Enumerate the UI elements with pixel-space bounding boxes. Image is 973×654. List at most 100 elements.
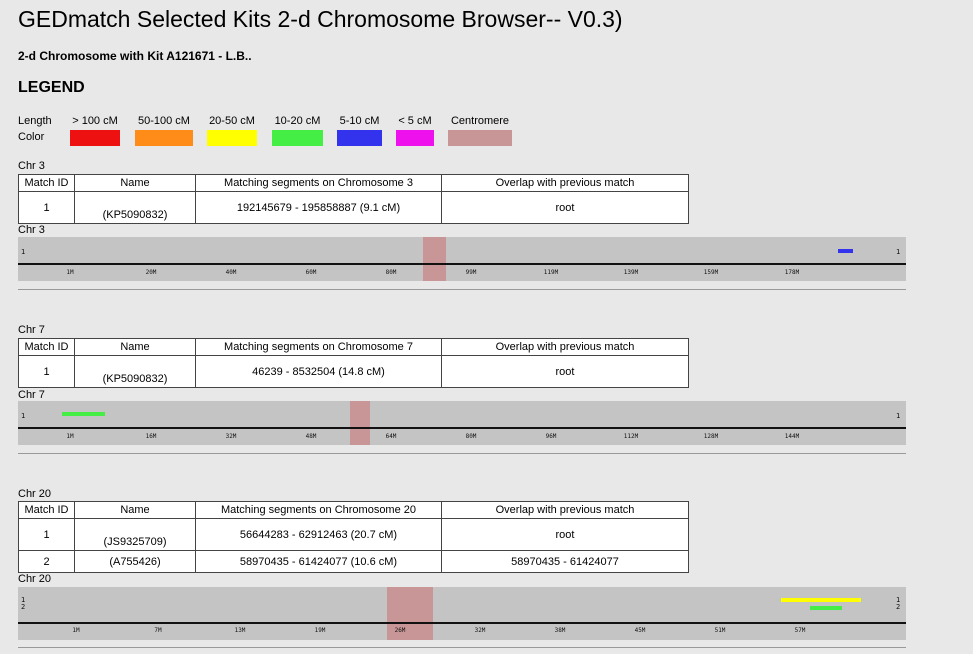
legend-item-label: < 5 cM — [398, 115, 432, 127]
legend-item-lt5: < 5 cM — [396, 115, 434, 146]
match-name-cell: (JS9325709) — [74, 518, 196, 551]
table-row: 1 (JS9325709) 56644283 - 62912463 (20.7 … — [18, 518, 689, 551]
section-divider — [18, 289, 906, 290]
chr7-tick-label: 112M — [623, 433, 639, 440]
page-title: GEDmatch Selected Kits 2-d Chromosome Br… — [18, 6, 623, 32]
overlap-cell: root — [441, 518, 689, 551]
chr20-tick-label: 19M — [314, 627, 326, 634]
chr7-match-table: Match ID Name Matching segments on Chrom… — [18, 338, 689, 388]
chr3-left-index: 1 — [21, 248, 26, 256]
chr20-tick-label: 7M — [154, 627, 162, 634]
overlap-cell: root — [441, 355, 689, 388]
chr7-label: Chr 7 — [18, 324, 45, 336]
chr20-right-index-1: 1 — [896, 596, 901, 604]
col-header-name: Name — [74, 338, 196, 356]
legend-swatch-yellow — [207, 130, 257, 146]
legend-color-label: Color — [18, 131, 45, 143]
chr20-right-index-2: 2 — [896, 603, 901, 611]
chr20-match-table: Match ID Name Matching segments on Chrom… — [18, 501, 689, 573]
col-header-overlap: Overlap with previous match — [441, 501, 689, 519]
chr3-centromere — [423, 237, 446, 281]
match-name-cell: (KP5090832) — [74, 355, 196, 388]
chr20-tick-label: 45M — [634, 627, 646, 634]
legend-item-10-20: 10-20 cM — [272, 115, 323, 146]
legend-heading: LEGEND — [18, 79, 85, 96]
chr7-axis-line — [18, 427, 906, 429]
chr7-chromosome-track: 1 1 1M 16M 32M 48M 64M 80M 96M 112M 128M… — [18, 401, 906, 445]
chr20-tick-label: 38M — [554, 627, 566, 634]
chr7-tick-label: 80M — [465, 433, 477, 440]
match-id-cell: 1 — [18, 191, 75, 224]
table-row: 1 (KP5090832) 192145679 - 195858887 (9.1… — [18, 191, 689, 224]
chr20-track-label: Chr 20 — [18, 573, 52, 585]
table-header-row: Match ID Name Matching segments on Chrom… — [18, 174, 689, 192]
chr3-label: Chr 3 — [18, 160, 45, 172]
legend-item-label: 5-10 cM — [339, 115, 380, 127]
chr20-axis-line — [18, 622, 906, 624]
col-header-segments: Matching segments on Chromosome 3 — [195, 174, 442, 192]
chr3-right-index: 1 — [896, 248, 901, 256]
chr20-segment-match-1 — [781, 598, 861, 602]
segment-cell: 58970435 - 61424077 (10.6 cM) — [195, 550, 442, 573]
col-header-overlap: Overlap with previous match — [441, 174, 689, 192]
col-header-match-id: Match ID — [18, 501, 75, 519]
legend-swatch-orange — [135, 130, 193, 146]
chr3-tick-label: 139M — [623, 269, 639, 276]
chr7-right-index: 1 — [896, 412, 901, 420]
col-header-name: Name — [74, 174, 196, 192]
overlap-cell: 58970435 - 61424077 — [441, 550, 689, 573]
chr20-tick-label: 1M — [72, 627, 80, 634]
table-row: 1 (KP5090832) 46239 - 8532504 (14.8 cM) … — [18, 355, 689, 388]
chr3-tick-label: 80M — [385, 269, 397, 276]
col-header-match-id: Match ID — [18, 174, 75, 192]
chr20-left-index-2: 2 — [21, 603, 26, 611]
legend-swatch-green — [272, 130, 323, 146]
match-name-cell: (A755426) — [74, 550, 196, 573]
section-divider — [18, 647, 906, 648]
chr3-match-table: Match ID Name Matching segments on Chrom… — [18, 174, 689, 224]
chr20-chromosome-track: 1 2 1 2 1M 7M 13M 19M 26M 32M 38M 45M 51… — [18, 587, 906, 640]
chr7-track-label: Chr 7 — [18, 389, 45, 401]
legend-item-label: > 100 cM — [72, 115, 118, 127]
legend-swatch-magenta — [396, 130, 434, 146]
col-header-overlap: Overlap with previous match — [441, 338, 689, 356]
chr3-tick-label: 119M — [543, 269, 559, 276]
legend-item-centromere: Centromere — [448, 115, 512, 146]
table-header-row: Match ID Name Matching segments on Chrom… — [18, 501, 689, 519]
col-header-name: Name — [74, 501, 196, 519]
chr7-tick-label: 64M — [385, 433, 397, 440]
legend-item-50-100: 50-100 cM — [135, 115, 193, 146]
chr7-centromere — [350, 401, 370, 445]
match-id-cell: 1 — [18, 518, 75, 551]
chr3-tick-label: 20M — [145, 269, 157, 276]
match-id-cell: 2 — [18, 550, 75, 573]
legend-item-20-50: 20-50 cM — [207, 115, 257, 146]
col-header-segments: Matching segments on Chromosome 20 — [195, 501, 442, 519]
segment-cell: 192145679 - 195858887 (9.1 cM) — [195, 191, 442, 224]
col-header-match-id: Match ID — [18, 338, 75, 356]
chr3-tick-label: 99M — [465, 269, 477, 276]
legend-item-label: Centromere — [450, 115, 510, 127]
match-id-cell: 1 — [18, 355, 75, 388]
table-row: 2 (A755426) 58970435 - 61424077 (10.6 cM… — [18, 550, 689, 573]
chr7-tick-label: 128M — [703, 433, 719, 440]
chr7-tick-label: 32M — [225, 433, 237, 440]
page-subtitle: 2-d Chromosome with Kit A121671 - L.B.. — [18, 49, 252, 63]
chr7-segment-match-1 — [62, 412, 105, 416]
legend-swatch-blue — [337, 130, 382, 146]
overlap-cell: root — [441, 191, 689, 224]
chr20-left-index-1: 1 — [21, 596, 26, 604]
legend-length-label: Length — [18, 115, 52, 127]
chr3-chromosome-track: 1 1 1M 20M 40M 60M 80M 99M 119M 139M 159… — [18, 237, 906, 281]
chr3-axis-line — [18, 263, 906, 265]
legend-item-label: 10-20 cM — [274, 115, 321, 127]
chr7-tick-label: 1M — [66, 433, 74, 440]
legend-item-5-10: 5-10 cM — [337, 115, 382, 146]
chr7-left-index: 1 — [21, 412, 26, 420]
section-divider — [18, 453, 906, 454]
legend-item-label: 20-50 cM — [209, 115, 255, 127]
chr20-tick-label: 57M — [794, 627, 806, 634]
chr3-tick-label: 178M — [784, 269, 800, 276]
chr20-tick-label: 13M — [234, 627, 246, 634]
table-header-row: Match ID Name Matching segments on Chrom… — [18, 338, 689, 356]
